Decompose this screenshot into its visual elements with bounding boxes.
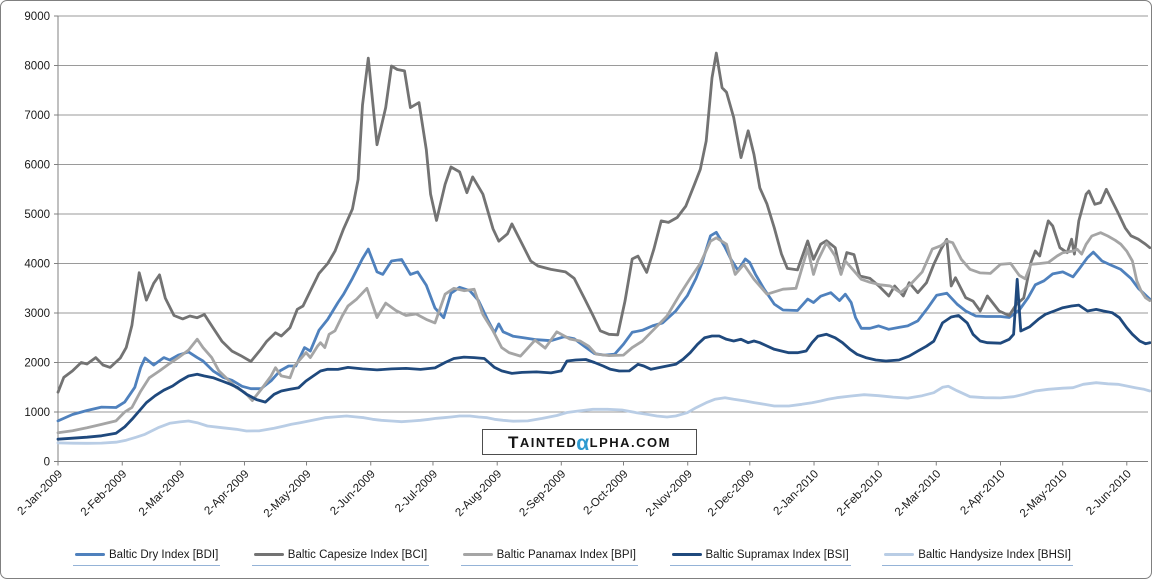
svg-text:2-Mar-2010: 2-Mar-2010 <box>893 468 944 519</box>
legend-item-bpi: Baltic Panamax Index [BPI] <box>460 547 638 566</box>
chart-legend: Baltic Dry Index [BDI] Baltic Capesize I… <box>73 543 1073 569</box>
legend-label: Baltic Panamax Index [BPI] <box>496 548 636 561</box>
line-swatch-icon <box>671 552 702 557</box>
svg-text:6000: 6000 <box>24 160 50 172</box>
x-axis-labels: 2-Jan-2009 2-Feb-2009 2-Mar-2009 2-Apr-2009… <box>15 468 1133 520</box>
line-swatch-icon <box>462 552 493 557</box>
legend-label: Baltic Supramax Index [BSI] <box>705 548 849 561</box>
gridlines <box>58 15 1148 413</box>
svg-text:2-Feb-2009: 2-Feb-2009 <box>79 468 130 519</box>
svg-text:2-Jun-2010: 2-Jun-2010 <box>1084 468 1134 518</box>
svg-text:2-Aug-2009: 2-Aug-2009 <box>453 468 504 519</box>
svg-text:0: 0 <box>44 457 50 469</box>
svg-text:2-Jan-2010: 2-Jan-2010 <box>772 468 822 518</box>
svg-text:1000: 1000 <box>24 407 50 419</box>
svg-text:8000: 8000 <box>24 61 50 73</box>
svg-text:2-Feb-2010: 2-Feb-2010 <box>835 468 886 519</box>
watermark-text: T <box>507 432 520 452</box>
legend-item-bhsi: Baltic Handysize Index [BHSI] <box>882 547 1073 566</box>
series-lines <box>56 51 1151 445</box>
legend-label: Baltic Handysize Index [BHSI] <box>918 548 1071 561</box>
svg-text:2-Jan-2009: 2-Jan-2009 <box>15 468 65 518</box>
legend-item-bdi: Baltic Dry Index [BDI] <box>73 547 221 566</box>
svg-text:2-Sep-2009: 2-Sep-2009 <box>517 468 568 519</box>
svg-text:2-Nov-2009: 2-Nov-2009 <box>644 468 695 519</box>
line-swatch-icon <box>253 552 284 557</box>
svg-text:9000: 9000 <box>24 11 50 23</box>
svg-text:2-May-2010: 2-May-2010 <box>1018 468 1070 520</box>
line-swatch-icon <box>884 552 915 557</box>
svg-text:7000: 7000 <box>24 110 50 122</box>
alpha-icon: α <box>576 431 591 455</box>
watermark-text: LPHA.COM <box>589 434 672 450</box>
svg-text:2-Dec-2009: 2-Dec-2009 <box>706 468 757 519</box>
legend-label: Baltic Capesize Index [BCI] <box>287 548 428 561</box>
svg-text:2-Jun-2009: 2-Jun-2009 <box>328 468 378 518</box>
svg-text:2-Mar-2009: 2-Mar-2009 <box>137 468 188 519</box>
y-axis-labels: 0 1000 2000 3000 4000 5000 6000 7000 8000 9000 <box>24 11 50 469</box>
svg-text:2-Oct-2009: 2-Oct-2009 <box>581 468 630 517</box>
axes <box>54 15 1148 466</box>
svg-text:5000: 5000 <box>24 209 50 221</box>
svg-text:2000: 2000 <box>24 358 50 370</box>
svg-text:3000: 3000 <box>24 308 50 320</box>
legend-item-bci: Baltic Capesize Index [BCI] <box>251 547 430 566</box>
legend-label: Baltic Dry Index [BDI] <box>109 548 219 561</box>
svg-text:2-May-2009: 2-May-2009 <box>262 468 314 520</box>
svg-text:2-Apr-2009: 2-Apr-2009 <box>202 468 251 517</box>
watermark: T AINTED α LPHA.COM <box>482 429 697 455</box>
legend-item-bsi: Baltic Supramax Index [BSI] <box>669 547 851 566</box>
svg-text:4000: 4000 <box>24 259 50 271</box>
svg-text:2-Apr-2010: 2-Apr-2010 <box>958 468 1007 517</box>
watermark-text: AINTED <box>519 434 578 450</box>
line-swatch-icon <box>75 552 105 557</box>
svg-text:2-Jul-2009: 2-Jul-2009 <box>393 468 440 515</box>
